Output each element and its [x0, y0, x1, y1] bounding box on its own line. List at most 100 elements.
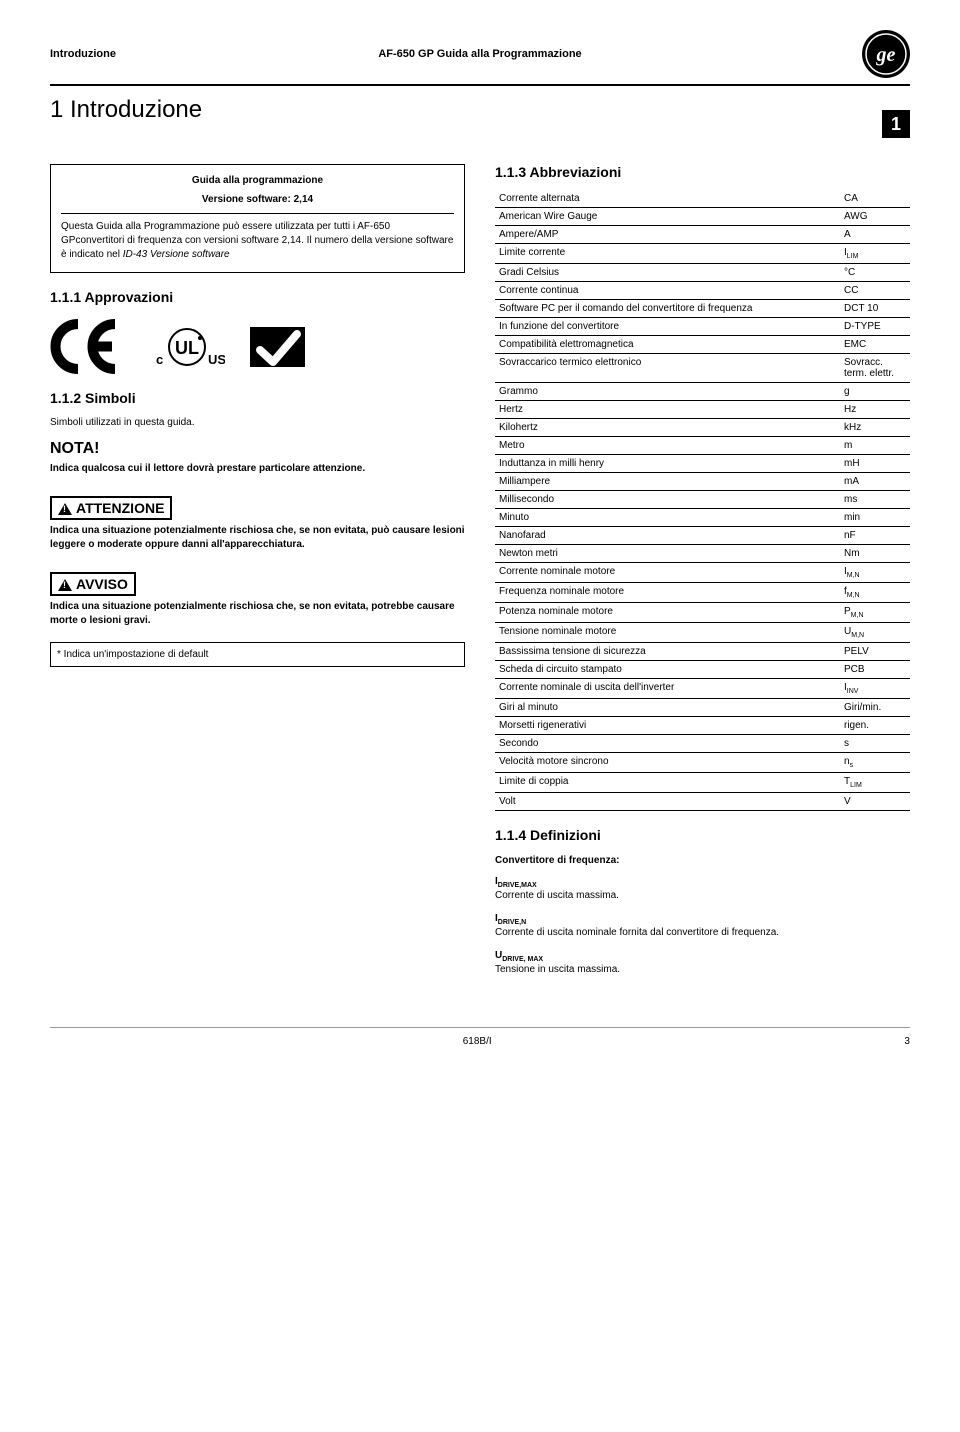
abbrev-value: PCB	[840, 661, 910, 679]
right-column: 1.1.3 Abbreviazioni Corrente alternataCA…	[495, 164, 910, 977]
svg-text:UL: UL	[175, 338, 199, 358]
table-row: Frequenza nominale motorefM,N	[495, 583, 910, 603]
abbrev-term: Potenza nominale motore	[495, 603, 840, 623]
avviso-badge: AVVISO	[50, 572, 136, 596]
table-row: Tensione nominale motoreUM,N	[495, 623, 910, 643]
section-1-1-3: 1.1.3 Abbreviazioni	[495, 164, 910, 180]
table-row: Corrente nominale motoreIM,N	[495, 563, 910, 583]
abbrev-value: AWG	[840, 208, 910, 226]
left-column: Guida alla programmazione Versione softw…	[50, 164, 465, 977]
abbrev-value: UM,N	[840, 623, 910, 643]
abbrev-term: American Wire Gauge	[495, 208, 840, 226]
table-row: Induttanza in milli henrymH	[495, 455, 910, 473]
table-row: Corrente nominale di uscita dell'inverte…	[495, 679, 910, 699]
abbrev-term: Gradi Celsius	[495, 264, 840, 282]
table-row: In funzione del convertitoreD-TYPE	[495, 318, 910, 336]
table-row: Millisecondoms	[495, 491, 910, 509]
abbrev-value: V	[840, 793, 910, 811]
ge-logo: ge	[862, 30, 910, 78]
abbrev-value: mH	[840, 455, 910, 473]
table-row: Software PC per il comando del convertit…	[495, 300, 910, 318]
rcm-tick-icon	[245, 322, 310, 372]
abbrev-term: Frequenza nominale motore	[495, 583, 840, 603]
abbrev-term: Bassissima tensione di sicurezza	[495, 643, 840, 661]
abbrev-term: Corrente alternata	[495, 190, 840, 208]
abbrev-value: ms	[840, 491, 910, 509]
table-row: Secondos	[495, 735, 910, 753]
doc-title: AF-650 GP Guida alla Programmazione	[378, 48, 581, 60]
abbrev-term: Limite di coppia	[495, 773, 840, 793]
abbrev-term: Minuto	[495, 509, 840, 527]
abbrev-value: CC	[840, 282, 910, 300]
table-row: Corrente continuaCC	[495, 282, 910, 300]
abbrev-term: Corrente nominale motore	[495, 563, 840, 583]
table-row: American Wire GaugeAWG	[495, 208, 910, 226]
page-number-badge: 1	[882, 110, 910, 138]
abbrev-term: Velocità motore sincrono	[495, 753, 840, 773]
attenzione-badge: ATTENZIONE	[50, 496, 172, 520]
warning-triangle-icon	[58, 579, 72, 591]
abbrev-term: Morsetti rigenerativi	[495, 717, 840, 735]
abbrev-value: IM,N	[840, 563, 910, 583]
abbrev-value: D-TYPE	[840, 318, 910, 336]
approval-logos: c UL US	[50, 319, 465, 374]
def-value: Tensione in uscita massima.	[495, 963, 910, 977]
abbrev-term: Ampere/AMP	[495, 226, 840, 244]
table-row: NanofaradnF	[495, 527, 910, 545]
abbrev-term: Limite corrente	[495, 244, 840, 264]
table-row: Limite di coppiaTLIM	[495, 773, 910, 793]
abbrev-term: Induttanza in milli henry	[495, 455, 840, 473]
table-row: Giri al minutoGiri/min.	[495, 699, 910, 717]
section-1-1-2: 1.1.2 Simboli	[50, 390, 465, 406]
ce-mark-icon	[50, 319, 130, 374]
def-key: UDRIVE, MAX	[495, 950, 910, 963]
abbrev-value: nF	[840, 527, 910, 545]
abbrev-term: Nanofarad	[495, 527, 840, 545]
abbrev-value: A	[840, 226, 910, 244]
abbreviations-table: Corrente alternataCAAmerican Wire GaugeA…	[495, 190, 910, 811]
attenzione-label: ATTENZIONE	[76, 500, 164, 516]
def-key: IDRIVE,MAX	[495, 876, 910, 889]
abbrev-term: Corrente continua	[495, 282, 840, 300]
abbrev-term: Grammo	[495, 383, 840, 401]
attenzione-text: Indica una situazione potenzialmente ris…	[50, 524, 465, 552]
footer-center: 618B/I	[463, 1036, 492, 1047]
table-row: Bassissima tensione di sicurezzaPELV	[495, 643, 910, 661]
table-row: HertzHz	[495, 401, 910, 419]
abbrev-value: ILIM	[840, 244, 910, 264]
abbrev-value: Nm	[840, 545, 910, 563]
abbrev-term: Hertz	[495, 401, 840, 419]
table-row: Scheda di circuito stampatoPCB	[495, 661, 910, 679]
abbrev-value: Giri/min.	[840, 699, 910, 717]
abbrev-term: Compatibilità elettromagnetica	[495, 336, 840, 354]
main-heading: 1 Introduzione	[50, 96, 910, 124]
abbrev-value: Hz	[840, 401, 910, 419]
abbrev-value: DCT 10	[840, 300, 910, 318]
table-row: Newton metriNm	[495, 545, 910, 563]
abbrev-term: Software PC per il comando del convertit…	[495, 300, 840, 318]
def-value: Corrente di uscita massima.	[495, 889, 910, 903]
abbrev-value: Sovracc. term. elettr.	[840, 354, 910, 383]
table-row: Grammog	[495, 383, 910, 401]
page-header: Introduzione AF-650 GP Guida alla Progra…	[50, 30, 910, 78]
nota-label: NOTA!	[50, 440, 465, 458]
abbrev-value: fM,N	[840, 583, 910, 603]
def-value: Corrente di uscita nominale fornita dal …	[495, 926, 910, 940]
box-subtitle: Versione software: 2,14	[61, 194, 454, 205]
definitions-list: IDRIVE,MAXCorrente di uscita massima. IDR…	[495, 876, 910, 977]
abbrev-value: PELV	[840, 643, 910, 661]
abbrev-term: Sovraccarico termico elettronico	[495, 354, 840, 383]
table-row: VoltV	[495, 793, 910, 811]
abbrev-term: Kilohertz	[495, 419, 840, 437]
simboli-intro: Simboli utilizzati in questa guida.	[50, 416, 465, 430]
abbrev-term: Millisecondo	[495, 491, 840, 509]
avviso-label: AVVISO	[76, 576, 128, 592]
abbrev-value: kHz	[840, 419, 910, 437]
abbrev-term: Milliampere	[495, 473, 840, 491]
svg-text:ge: ge	[876, 44, 896, 66]
abbrev-value: °C	[840, 264, 910, 282]
abbrev-term: Giri al minuto	[495, 699, 840, 717]
nota-text: Indica qualcosa cui il lettore dovrà pre…	[50, 462, 465, 476]
header-rule	[50, 84, 910, 86]
def-key: IDRIVE,N	[495, 913, 910, 926]
